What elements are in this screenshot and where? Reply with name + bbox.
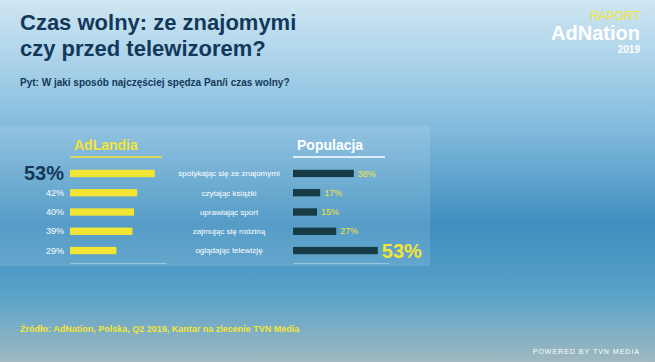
bar — [70, 189, 137, 196]
category-label: zajmując się rodziną — [193, 227, 266, 236]
bar — [70, 208, 134, 215]
bar — [70, 228, 132, 235]
bar — [293, 189, 320, 196]
chart: Czas wolny: ze znajomymiczy przed telewi… — [0, 0, 655, 362]
powered-by: POWERED BY TVN MEDIA — [533, 348, 640, 355]
subtitle: Pyt: W jaki sposób najczęściej spędza Pa… — [20, 77, 290, 88]
category-label: uprawiając sport — [200, 208, 259, 217]
title: Czas wolny: ze znajomymiczy przed telewi… — [20, 10, 296, 61]
data-label: 53% — [24, 162, 64, 184]
data-label: 42% — [46, 188, 64, 198]
year: 2019 — [618, 44, 641, 55]
data-label: 17% — [324, 188, 342, 198]
bar — [293, 228, 336, 235]
bar — [293, 170, 354, 177]
x-axis — [71, 263, 167, 264]
source: Źródło: AdNation, Polska, Q2 2019, Kanta… — [20, 324, 300, 334]
axis-line — [71, 263, 167, 264]
data-label: 53% — [382, 240, 422, 262]
panel-backdrop — [0, 126, 430, 266]
bar — [293, 208, 317, 215]
data-label: 40% — [46, 207, 64, 217]
category-label: spotykając się ze znajomymi — [178, 169, 280, 178]
x-axis — [294, 263, 390, 264]
category-label: czytając książki — [201, 189, 256, 198]
axis-line — [294, 263, 390, 264]
data-label: 39% — [46, 226, 64, 236]
series-title-rule — [293, 156, 385, 158]
data-label: 15% — [321, 207, 339, 217]
brand: AdNation — [551, 22, 640, 44]
category-label: oglądając telewizję — [195, 246, 263, 255]
series-title-rule — [70, 156, 162, 158]
background — [0, 0, 655, 362]
series-title: AdLandia — [74, 137, 138, 153]
category-labels: spotykając się ze znajomymi czytając ksią… — [178, 169, 280, 255]
bar — [70, 247, 116, 254]
bar — [70, 170, 155, 177]
series-title: Populacja — [297, 137, 363, 153]
data-labels: 38% 17% 15%27% 53% — [321, 169, 422, 262]
bar — [293, 247, 378, 254]
report-label: RAPORT — [590, 9, 640, 23]
data-labels: 53% 42% 40% 39% 29% — [24, 162, 64, 255]
bars — [70, 170, 155, 254]
data-label: 27% — [340, 226, 358, 236]
data-label: 29% — [46, 246, 64, 256]
bars — [293, 170, 378, 254]
data-label: 38% — [358, 169, 376, 179]
